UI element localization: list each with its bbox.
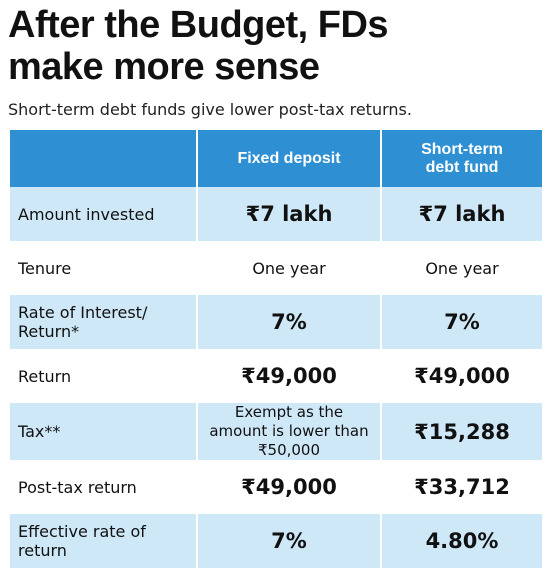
value-cell: ₹33,712 [380, 460, 544, 514]
subtitle: Short-term debt funds give lower post-ta… [8, 100, 412, 119]
column-header-text: Fixed deposit [237, 149, 341, 167]
row-label: Post-tax return [8, 460, 198, 514]
value-cell: One year [196, 241, 382, 295]
row-label-text: Amount invested [18, 204, 155, 224]
header-row: Fixed deposit Short-term debt fund [8, 130, 544, 187]
row-label: Return [8, 349, 198, 403]
row-label-text: Effective rate of return [18, 522, 146, 560]
value-cell: ₹49,000 [196, 460, 382, 514]
row-label-text: Rate of Interest/ Return* [18, 303, 148, 341]
column-header: Short-term debt fund [380, 130, 544, 187]
value-cell: ₹15,288 [380, 403, 544, 460]
row-label: Rate of Interest/ Return* [8, 295, 198, 349]
value-cell: ₹49,000 [380, 349, 544, 403]
row-label-text: Post-tax return [18, 477, 137, 497]
comparison-table: Fixed deposit Short-term debt fund Amount… [8, 130, 544, 568]
value-cell: Exempt as the amount is lower than ₹50,0… [196, 403, 382, 460]
table-row: Rate of Interest/ Return* 7% 7% [8, 295, 544, 349]
row-label-text: Tax** [18, 422, 61, 441]
row-label: Tenure [8, 241, 198, 295]
value-cell: ₹7 lakh [196, 187, 382, 241]
value-cell: 7% [196, 514, 382, 568]
title: After the Budget, FDs make more sense [8, 4, 389, 88]
table-row: Post-tax return ₹49,000 ₹33,712 [8, 460, 544, 514]
row-label-text: Return [18, 366, 72, 386]
value-cell: One year [380, 241, 544, 295]
table-row: Tax** Exempt as the amount is lower than … [8, 403, 544, 460]
column-header: Fixed deposit [196, 130, 382, 187]
value-cell: 7% [380, 295, 544, 349]
table-row: Effective rate of return 7% 4.80% [8, 514, 544, 568]
value-cell: ₹49,000 [196, 349, 382, 403]
value-cell: 4.80% [380, 514, 544, 568]
table-row: Tenure One year One year [8, 241, 544, 295]
corner-cell [8, 130, 198, 187]
row-label: Amount invested [8, 187, 198, 241]
column-header-text: Short-term debt fund [421, 140, 503, 176]
row-label: Tax** [8, 403, 198, 460]
row-label-text: Tenure [18, 258, 72, 278]
table-row: Amount invested ₹7 lakh ₹7 lakh [8, 187, 544, 241]
value-cell: 7% [196, 295, 382, 349]
table-row: Return ₹49,000 ₹49,000 [8, 349, 544, 403]
row-label: Effective rate of return [8, 514, 198, 568]
value-cell: ₹7 lakh [380, 187, 544, 241]
title-line: make more sense [8, 46, 320, 88]
title-line: After the Budget, FDs [8, 4, 389, 46]
